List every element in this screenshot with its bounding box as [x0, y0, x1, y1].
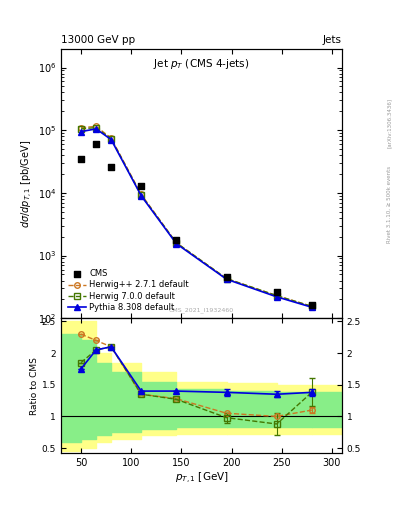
CMS [173, 236, 180, 244]
Herwig++ 2.7.1 default [224, 275, 229, 282]
Pythia 8.308 default [109, 137, 114, 143]
Herwig 7.0.0 default [309, 303, 314, 309]
Text: [arXiv:1306.3436]: [arXiv:1306.3436] [387, 98, 392, 148]
Herwig++ 2.7.1 default [109, 135, 114, 141]
Y-axis label: Ratio to CMS: Ratio to CMS [30, 357, 39, 415]
CMS [108, 163, 114, 171]
X-axis label: $p_{T,1}$ [GeV]: $p_{T,1}$ [GeV] [174, 471, 228, 486]
Legend: CMS, Herwig++ 2.7.1 default, Herwig 7.0.0 default, Pythia 8.308 default: CMS, Herwig++ 2.7.1 default, Herwig 7.0.… [65, 267, 191, 314]
CMS [78, 155, 84, 163]
Herwig 7.0.0 default [274, 292, 279, 298]
Herwig 7.0.0 default [224, 275, 229, 282]
Line: Herwig++ 2.7.1 default: Herwig++ 2.7.1 default [78, 123, 314, 309]
Pythia 8.308 default [174, 241, 179, 247]
CMS [309, 302, 315, 310]
Pythia 8.308 default [79, 129, 83, 135]
Line: Herwig 7.0.0 default: Herwig 7.0.0 default [78, 125, 314, 309]
CMS [138, 182, 144, 190]
Herwig++ 2.7.1 default [174, 240, 179, 246]
Pythia 8.308 default [94, 126, 98, 132]
Herwig++ 2.7.1 default [94, 123, 98, 130]
Text: Jets: Jets [323, 35, 342, 45]
CMS [274, 288, 280, 296]
Pythia 8.308 default [274, 294, 279, 300]
Herwig 7.0.0 default [139, 192, 143, 198]
Herwig++ 2.7.1 default [309, 303, 314, 309]
Text: 13000 GeV pp: 13000 GeV pp [61, 35, 135, 45]
Herwig 7.0.0 default [79, 126, 83, 132]
Herwig 7.0.0 default [109, 136, 114, 142]
Text: CMS_2021_I1932460: CMS_2021_I1932460 [169, 307, 234, 313]
Pythia 8.308 default [139, 193, 143, 199]
Herwig 7.0.0 default [94, 124, 98, 131]
Text: Rivet 3.1.10, ≥ 500k events: Rivet 3.1.10, ≥ 500k events [387, 166, 392, 243]
Herwig++ 2.7.1 default [274, 292, 279, 298]
Herwig++ 2.7.1 default [79, 124, 83, 131]
Line: Pythia 8.308 default: Pythia 8.308 default [78, 126, 314, 310]
Herwig++ 2.7.1 default [139, 191, 143, 197]
Y-axis label: $d\sigma/dp_{T,1}$ [pb/GeV]: $d\sigma/dp_{T,1}$ [pb/GeV] [20, 139, 35, 227]
Pythia 8.308 default [309, 304, 314, 310]
CMS [223, 273, 230, 282]
Herwig 7.0.0 default [174, 240, 179, 246]
CMS [93, 140, 99, 148]
Pythia 8.308 default [224, 276, 229, 282]
Text: Jet $p_T$ (CMS 4-jets): Jet $p_T$ (CMS 4-jets) [153, 57, 250, 71]
